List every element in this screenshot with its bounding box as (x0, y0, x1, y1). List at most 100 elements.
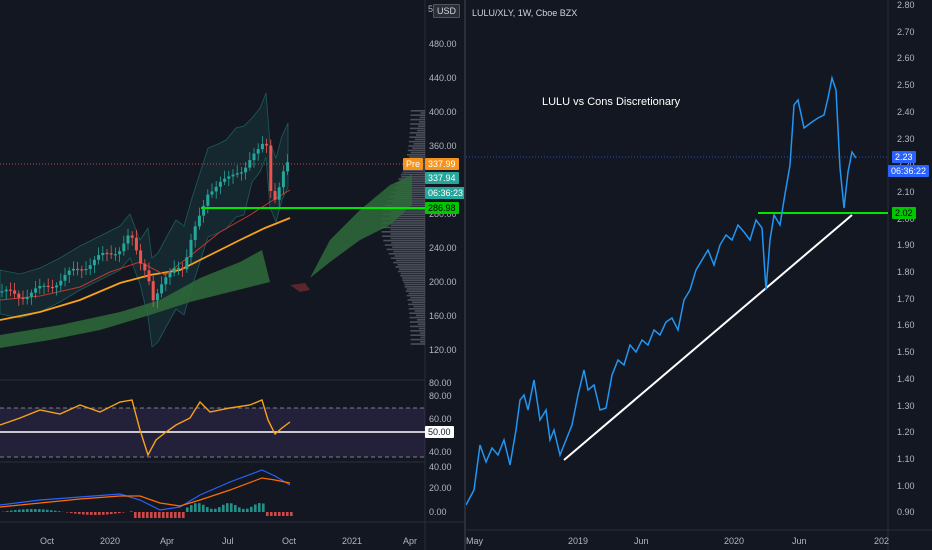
price-tick-label: 440.00 (429, 73, 457, 83)
chart-annotation[interactable]: LULU vs Cons Discretionary (542, 96, 681, 108)
candle-body (269, 145, 273, 191)
macd-signal-line (0, 477, 291, 508)
price-tick-label: 1.90 (897, 240, 915, 251)
volume-profile-bar (417, 323, 425, 325)
candle-body (50, 286, 54, 289)
candle-body (155, 293, 159, 301)
right-chart-panel[interactable]: LULU/XLY, 1W, Cboe BZX LULU vs Cons Disc… (466, 0, 932, 550)
macd-histogram-bar (234, 505, 237, 512)
volume-profile-bar (409, 312, 425, 314)
volume-profile-bar (390, 228, 425, 231)
price-tick-label: 0.90 (897, 507, 915, 518)
volume-profile-bar (382, 213, 425, 215)
volume-profile-bar (410, 110, 425, 112)
chart-divider[interactable] (464, 0, 466, 550)
candle-body (92, 259, 96, 266)
candle-body (25, 296, 29, 300)
candle-body (80, 269, 84, 271)
candle-body (29, 292, 33, 297)
macd-histogram-bar (94, 512, 97, 515)
rsi-tick-label: 80.00 (429, 378, 452, 388)
price-tick-label: 240.00 (429, 243, 457, 253)
moving-average-slow (0, 217, 291, 321)
rsi-level-badge: 50.00 (425, 426, 454, 438)
rsi-line (0, 399, 291, 457)
macd-histogram-bar (34, 509, 37, 512)
volume-profile-bar (409, 321, 425, 323)
macd-histogram-bar (138, 512, 141, 518)
macd-histogram-bar (122, 512, 125, 513)
volume-profile-bar (407, 149, 425, 152)
price-tick-label: 120.00 (429, 345, 457, 355)
volume-profile-bar (397, 270, 425, 273)
candle-body (260, 143, 264, 150)
macd-histogram-bar (38, 509, 41, 512)
macd-tick-label: 0.00 (429, 507, 447, 517)
volume-profile-bar (400, 272, 425, 275)
volume-profile-bar (406, 288, 425, 290)
price-tick-label: 1.70 (897, 293, 915, 304)
right-chart-canvas[interactable] (466, 0, 932, 550)
rsi-tick-label: 60.00 (429, 414, 452, 424)
candle-body (256, 149, 260, 154)
candle-body (113, 254, 117, 256)
candle-body (71, 268, 75, 271)
candle-body (76, 268, 80, 271)
candle-body (21, 297, 25, 300)
candle-body (176, 267, 180, 269)
volume-profile-bar (381, 231, 425, 233)
candle-body (206, 194, 210, 206)
volume-profile-bar (382, 235, 425, 237)
macd-histogram-bar (166, 512, 169, 518)
time-tick-label: 2020 (100, 536, 121, 546)
macd-histogram-bar (142, 512, 145, 518)
volume-profile-bar (419, 332, 425, 334)
currency-selector[interactable]: USD (433, 4, 461, 18)
candle-body (38, 286, 42, 289)
volume-profile-bar (390, 257, 425, 259)
candle-body (223, 178, 227, 182)
macd-histogram-bar (102, 512, 105, 515)
candle-body (214, 186, 218, 192)
time-tick-label: Jun (634, 536, 649, 546)
volume-profile-bar (415, 314, 425, 317)
volume-profile-bar (408, 156, 425, 158)
volume-profile-bar (395, 266, 425, 268)
bar-countdown-badge: 06:36:23 (425, 187, 464, 199)
volume-profile-bar (410, 114, 425, 116)
scale-marker: 5 (428, 4, 434, 14)
macd-histogram-bar (242, 508, 245, 512)
macd-histogram-bar (266, 512, 269, 516)
price-tick-label: 2.50 (897, 80, 915, 91)
macd-histogram-bar (150, 512, 153, 518)
price-tick-label: 1.80 (897, 267, 915, 277)
candle-body (97, 255, 101, 260)
candle-body (231, 174, 235, 177)
volume-profile-bar (409, 132, 425, 134)
volume-profile-bar (405, 290, 425, 292)
time-tick-label: Jun (792, 536, 807, 546)
macd-histogram-bar (146, 512, 149, 518)
time-tick-label: Apr (160, 536, 175, 546)
left-chart-canvas[interactable] (0, 0, 464, 550)
candle-body (122, 243, 126, 252)
volume-profile-bar (418, 125, 425, 127)
candle-body (172, 268, 176, 273)
volume-profile-bar (390, 220, 425, 222)
volume-profile (381, 110, 425, 345)
chart-legend[interactable]: LULU/XLY, 1W, Cboe BZX (472, 8, 578, 18)
volume-profile-bar (409, 316, 425, 319)
macd-histogram-bar (26, 509, 29, 512)
candle-body (143, 263, 147, 271)
ratio-line (466, 75, 857, 506)
moving-average-fast (0, 189, 291, 301)
price-tick-label: 360.00 (429, 141, 457, 151)
left-chart-panel[interactable]: 5 USD 480.00440.00400.00360.00320.00280.… (0, 0, 464, 550)
macd-histogram-bar (50, 510, 53, 512)
candle-body (0, 291, 4, 293)
price-tick-label: 2.40 (897, 106, 915, 117)
trendline[interactable] (563, 214, 853, 461)
volume-profile-bar (390, 211, 425, 213)
macd-histogram-bar (170, 512, 173, 518)
time-tick-label: Jul (222, 536, 234, 546)
